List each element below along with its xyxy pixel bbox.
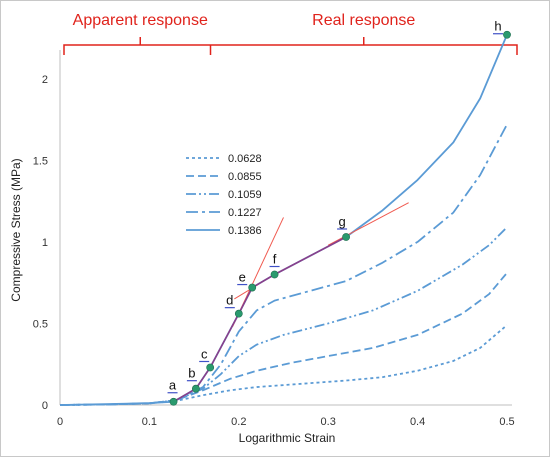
point-f bbox=[270, 270, 279, 279]
x-tick-label: 0.4 bbox=[410, 416, 425, 428]
y-tick-labels: 0 0.5 1 1.5 2 bbox=[33, 74, 48, 412]
point-label-g: g bbox=[338, 214, 345, 229]
legend-label-0.1386: 0.1386 bbox=[228, 225, 262, 237]
y-axis-label: Compressive Stress (MPa) bbox=[9, 158, 23, 301]
point-label-c: c bbox=[201, 346, 208, 361]
key-points: abc de f g h bbox=[167, 19, 511, 406]
point-label-h: h bbox=[494, 19, 501, 34]
point-a bbox=[169, 397, 178, 406]
point-b bbox=[191, 384, 200, 393]
tangent-line bbox=[327, 202, 409, 246]
tangent-lines bbox=[232, 202, 409, 327]
y-tick-label: 2 bbox=[42, 74, 48, 86]
point-e bbox=[248, 283, 257, 292]
series-line-0.0628 bbox=[59, 324, 508, 406]
bracket-line bbox=[63, 44, 518, 55]
legend-label-0.1227: 0.1227 bbox=[228, 207, 262, 219]
x-tick-label: 0.5 bbox=[499, 416, 514, 428]
x-tick-label: 0.3 bbox=[321, 416, 336, 428]
region-label-real: Real response bbox=[312, 12, 415, 29]
x-tick-label: 0.2 bbox=[231, 416, 246, 428]
point-label-a: a bbox=[169, 378, 177, 393]
legend-label-0.1059: 0.1059 bbox=[228, 189, 262, 201]
x-axis-label: Logarithmic Strain bbox=[239, 431, 336, 445]
legend-label-0.0628: 0.0628 bbox=[228, 153, 262, 165]
point-label-f: f bbox=[273, 252, 277, 267]
series-line-0.1386 bbox=[59, 34, 508, 406]
point-label-b: b bbox=[188, 366, 195, 381]
legend: 0.0628 0.0855 0.1059 0.1227 0.1386 bbox=[186, 153, 262, 237]
region-label-apparent: Apparent response bbox=[73, 12, 208, 29]
y-tick-label: 1.5 bbox=[33, 155, 48, 167]
point-c bbox=[206, 363, 215, 372]
legend-label-0.0855: 0.0855 bbox=[228, 171, 262, 183]
series-lines bbox=[59, 34, 508, 406]
point-h bbox=[503, 30, 511, 39]
x-tick-labels: 0 0.1 0.2 0.3 0.4 0.5 bbox=[57, 416, 515, 428]
y-tick-label: 0.5 bbox=[33, 318, 48, 330]
y-tick-label: 0 bbox=[42, 400, 48, 412]
highlight-line bbox=[173, 236, 347, 403]
highlight-path bbox=[173, 236, 347, 403]
y-tick-label: 1 bbox=[42, 237, 48, 249]
series-line-0.1059 bbox=[59, 226, 508, 406]
x-tick-label: 0 bbox=[57, 416, 63, 428]
point-g bbox=[342, 233, 350, 241]
point-label-e: e bbox=[239, 270, 246, 285]
point-d bbox=[234, 309, 243, 318]
series-line-0.0855 bbox=[59, 272, 508, 406]
series-line-0.1227 bbox=[59, 124, 508, 406]
x-tick-label: 0.1 bbox=[142, 416, 157, 428]
region-brackets bbox=[63, 37, 518, 55]
axes bbox=[59, 50, 512, 406]
point-label-d: d bbox=[226, 293, 233, 308]
